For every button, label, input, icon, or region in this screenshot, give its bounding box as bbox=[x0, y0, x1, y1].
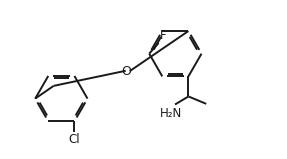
Text: H₂N: H₂N bbox=[160, 107, 182, 120]
Text: F: F bbox=[160, 29, 166, 42]
Text: Cl: Cl bbox=[69, 133, 80, 146]
Text: O: O bbox=[121, 65, 131, 78]
